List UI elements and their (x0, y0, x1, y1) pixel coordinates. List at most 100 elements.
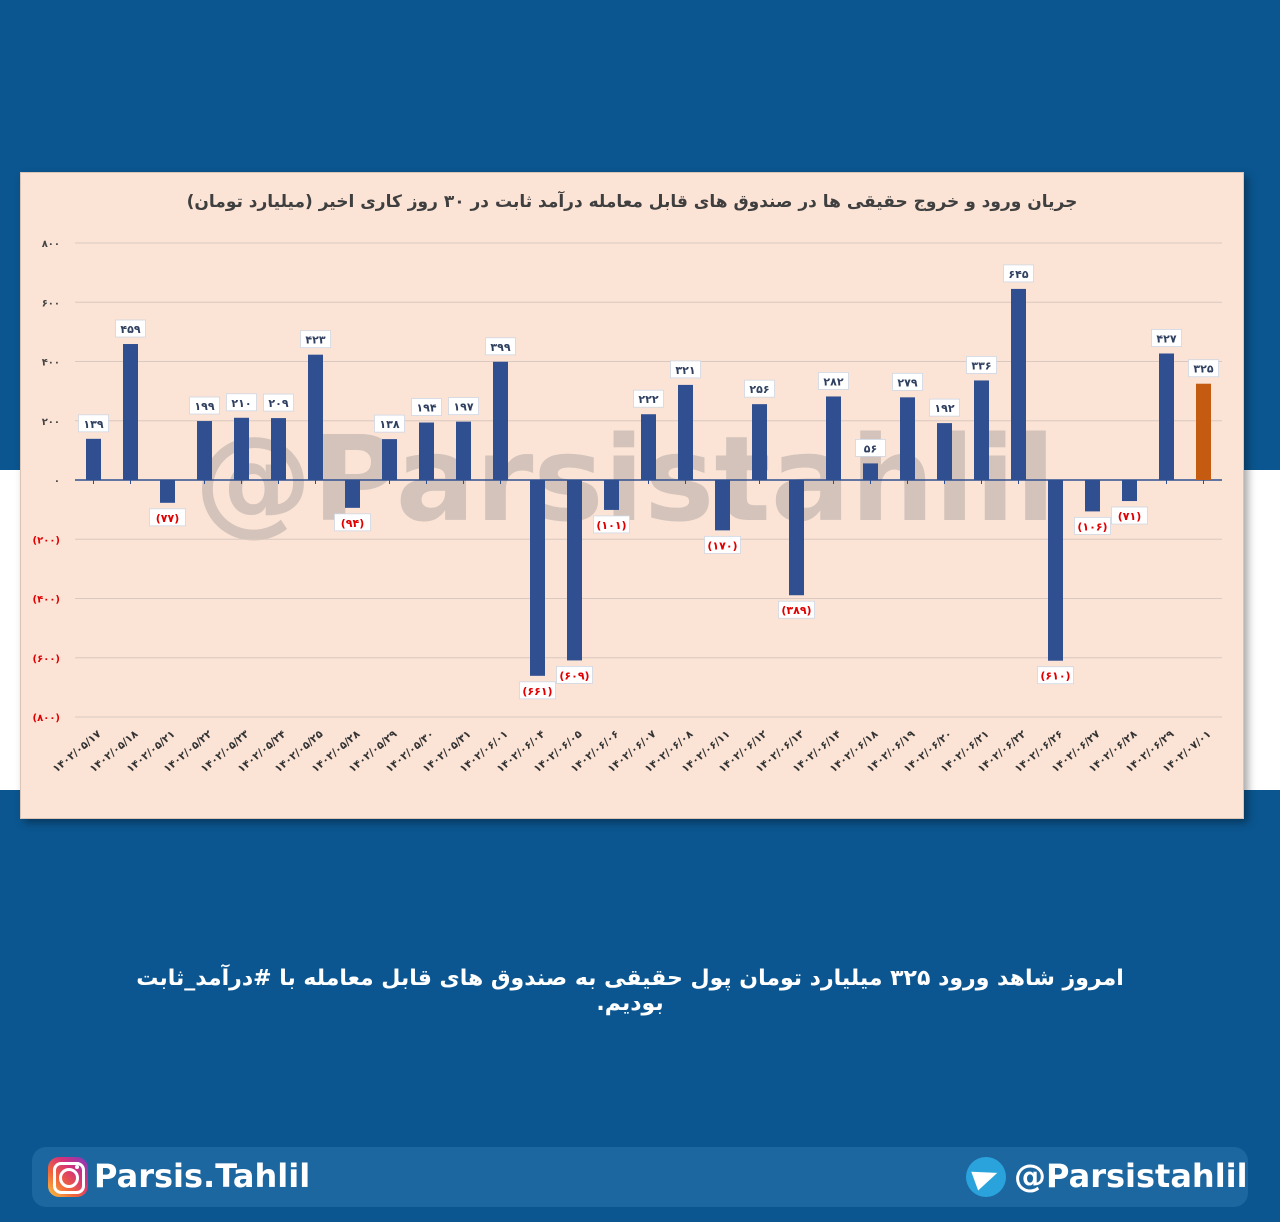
data-label: (۹۴) (341, 517, 364, 530)
data-label: ۲۰۹ (268, 397, 288, 410)
data-label: (۷۱) (1118, 510, 1141, 523)
data-label-box (226, 393, 257, 412)
data-label: ۵۶ (864, 442, 877, 455)
y-tick-label: (۸۰۰) (33, 713, 60, 724)
data-label-box (1151, 329, 1182, 347)
data-label-box (778, 600, 815, 619)
bar (271, 418, 286, 480)
data-label-box (448, 397, 479, 416)
bar (974, 380, 989, 480)
y-tick-label: ۲۰۰ (42, 417, 60, 428)
y-tick-label: ۴۰۰ (42, 358, 60, 369)
data-label-box (300, 330, 331, 349)
data-label: ۳۳۶ (971, 359, 991, 372)
bar (715, 480, 730, 531)
data-label-box (704, 535, 741, 554)
bar (789, 480, 804, 596)
y-tick-label: ۶۰۰ (42, 298, 60, 309)
data-label: ۱۹۷ (453, 401, 473, 414)
data-label: (۳۸۹) (781, 604, 811, 617)
data-label: (۷۷) (156, 512, 179, 525)
instagram-icon[interactable] (48, 1157, 88, 1197)
data-label-box (78, 414, 109, 433)
data-label-box (189, 396, 220, 415)
data-label-box (115, 319, 146, 338)
data-label-box (263, 393, 294, 412)
bar (197, 421, 212, 480)
bar (1159, 353, 1174, 480)
data-label: ۱۹۲ (934, 402, 954, 415)
data-label-box (1188, 359, 1219, 378)
bar (937, 423, 952, 480)
data-label-box (593, 515, 630, 534)
data-label: (۱۰۶) (1077, 520, 1107, 533)
data-label: ۳۲۵ (1193, 363, 1213, 376)
data-label-box (519, 681, 556, 700)
data-label: ۱۹۴ (416, 402, 436, 415)
data-label-box (818, 372, 849, 390)
data-label: ۲۱۰ (231, 397, 251, 410)
data-label-box (966, 356, 997, 374)
bar (1196, 383, 1211, 480)
bar (641, 414, 656, 480)
data-label-box (1037, 666, 1074, 685)
bar (530, 480, 545, 676)
data-label: (۶۶۱) (522, 685, 552, 698)
bar (160, 480, 175, 503)
data-label: ۴۲۷ (1156, 333, 1176, 346)
data-label: ۳۲۱ (675, 364, 695, 377)
bar (567, 480, 582, 661)
bar (493, 361, 508, 480)
data-label: ۱۳۹ (83, 418, 103, 431)
bar (382, 439, 397, 480)
data-label: ۴۲۳ (305, 334, 325, 347)
data-label-box (485, 337, 516, 356)
instagram-handle[interactable]: Parsis.Tahlil (94, 1157, 311, 1195)
top-background (0, 0, 1280, 170)
bar (1011, 288, 1026, 480)
data-label-box (1074, 517, 1111, 535)
data-label-box (556, 666, 593, 684)
y-tick-label: (۴۰۰) (33, 595, 60, 606)
data-label: (۱۷۰) (707, 539, 737, 552)
data-label-box (929, 398, 960, 417)
y-tick-label: ۸۰۰ (42, 239, 60, 250)
footer-bar (32, 1147, 1248, 1207)
data-label-box (149, 508, 186, 527)
y-tick-label: (۲۰۰) (33, 535, 60, 546)
bar (678, 384, 693, 480)
bar (1122, 480, 1137, 502)
data-label: ۲۲۲ (638, 393, 658, 406)
data-label-box (374, 414, 405, 433)
data-label: ۲۵۶ (749, 383, 769, 396)
telegram-icon[interactable] (966, 1157, 1006, 1197)
bar (900, 397, 915, 480)
bar (123, 344, 138, 480)
data-label-box (411, 398, 442, 416)
bar (863, 463, 878, 480)
data-label: ۱۳۸ (379, 418, 399, 431)
bar (308, 354, 323, 480)
data-label-box (744, 379, 775, 398)
bar (456, 421, 471, 480)
data-label-box (670, 360, 701, 379)
data-label-box (892, 372, 923, 391)
data-label: ۳۹۹ (490, 341, 510, 354)
telegram-handle[interactable]: @Parsistahlil (1014, 1157, 1248, 1195)
data-label: ۱۹۹ (194, 400, 214, 413)
bar (234, 417, 249, 480)
chart-card (20, 172, 1244, 819)
data-label-box (855, 439, 886, 457)
y-tick-label: ۰ (54, 476, 60, 487)
data-label: (۱۰۱) (596, 519, 626, 532)
data-label-box (633, 389, 664, 408)
y-tick-label: (۶۰۰) (33, 654, 60, 665)
bar (1085, 480, 1100, 512)
data-label: ۲۸۲ (823, 375, 843, 388)
data-label: (۶۰۹) (559, 669, 589, 682)
bar (604, 480, 619, 510)
data-label-box (334, 513, 371, 532)
bar (419, 422, 434, 480)
chart-title: جریان ورود و خروج حقیقی ها در صندوق های … (186, 192, 1078, 212)
data-label: ۴۵۹ (120, 323, 140, 336)
